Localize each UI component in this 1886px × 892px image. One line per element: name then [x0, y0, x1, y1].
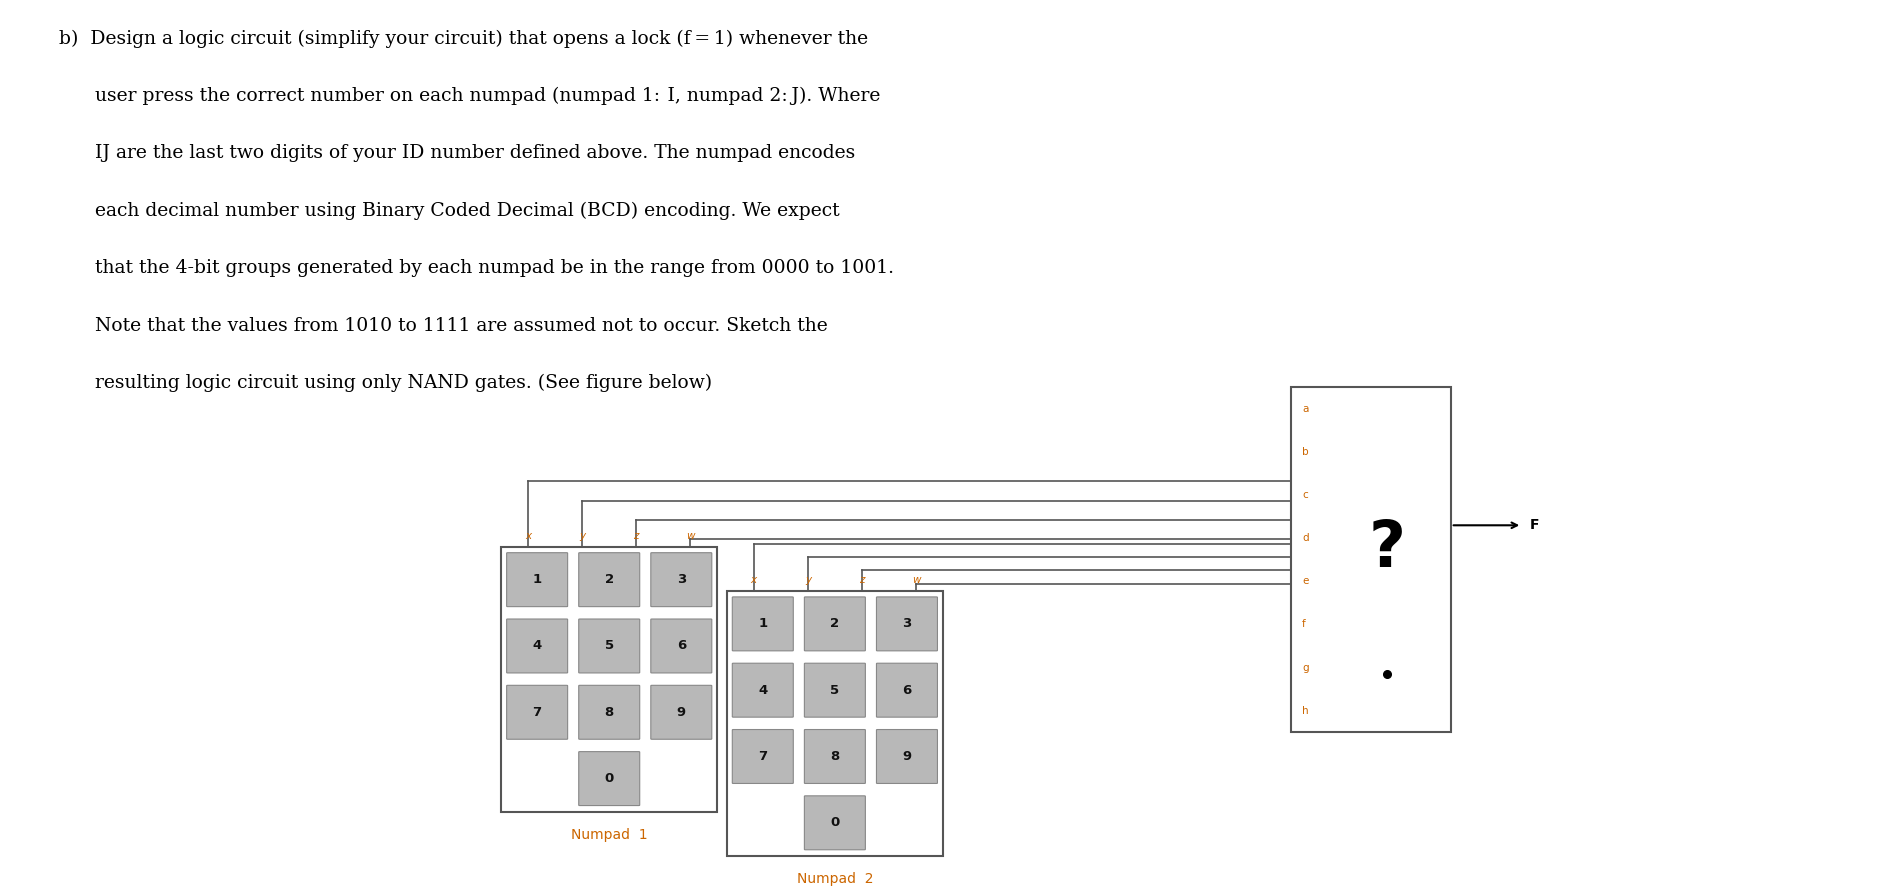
Text: 4: 4 — [532, 640, 541, 652]
Text: F: F — [1530, 518, 1539, 533]
FancyBboxPatch shape — [805, 664, 866, 717]
Text: g: g — [1301, 663, 1309, 673]
Text: each decimal number using Binary Coded Decimal (BCD) encoding. We expect: each decimal number using Binary Coded D… — [58, 202, 839, 220]
Text: 6: 6 — [677, 640, 687, 652]
Text: b: b — [1301, 447, 1309, 457]
FancyBboxPatch shape — [651, 685, 711, 739]
Text: IJ are the last two digits of your ID number defined above. The numpad encodes: IJ are the last two digits of your ID nu… — [58, 145, 856, 162]
FancyBboxPatch shape — [732, 664, 794, 717]
Text: d: d — [1301, 533, 1309, 543]
Text: 8: 8 — [830, 750, 839, 763]
Text: 3: 3 — [902, 617, 911, 631]
Text: that the 4-bit groups generated by each numpad be in the range from 0000 to 1001: that the 4-bit groups generated by each … — [58, 260, 894, 277]
Text: x: x — [751, 575, 756, 585]
Text: a: a — [1301, 404, 1309, 414]
Text: 0: 0 — [605, 772, 613, 785]
FancyBboxPatch shape — [877, 597, 937, 651]
Text: 3: 3 — [677, 574, 687, 586]
FancyBboxPatch shape — [579, 685, 639, 739]
Text: 7: 7 — [532, 706, 541, 719]
Text: z: z — [634, 532, 639, 541]
Text: 9: 9 — [677, 706, 687, 719]
FancyBboxPatch shape — [507, 553, 568, 607]
Text: 5: 5 — [605, 640, 613, 652]
Text: e: e — [1301, 576, 1309, 586]
Text: Note that the values from 1010 to 1111 are assumed not to occur. Sketch the: Note that the values from 1010 to 1111 a… — [58, 317, 828, 334]
FancyBboxPatch shape — [651, 553, 711, 607]
Text: y: y — [805, 575, 811, 585]
Text: 4: 4 — [758, 683, 768, 697]
Bar — [726, 591, 943, 856]
FancyBboxPatch shape — [732, 597, 794, 651]
Bar — [1290, 387, 1450, 732]
Text: 9: 9 — [902, 750, 911, 763]
FancyBboxPatch shape — [579, 752, 639, 805]
Text: resulting logic circuit using only NAND gates. (See figure below): resulting logic circuit using only NAND … — [58, 374, 713, 392]
FancyBboxPatch shape — [805, 597, 866, 651]
Text: 2: 2 — [605, 574, 613, 586]
Text: user press the correct number on each numpad (numpad 1:  I, numpad 2: J). Where: user press the correct number on each nu… — [58, 87, 881, 105]
Text: 5: 5 — [830, 683, 839, 697]
Text: 1: 1 — [532, 574, 541, 586]
Text: 0: 0 — [830, 816, 839, 830]
Text: w: w — [687, 532, 694, 541]
FancyBboxPatch shape — [877, 664, 937, 717]
Bar — [502, 547, 717, 812]
Text: f: f — [1301, 619, 1305, 630]
Text: w: w — [911, 575, 920, 585]
Text: y: y — [579, 532, 585, 541]
Text: c: c — [1301, 490, 1307, 500]
Text: x: x — [524, 532, 532, 541]
Text: 6: 6 — [902, 683, 911, 697]
Text: 1: 1 — [758, 617, 768, 631]
FancyBboxPatch shape — [507, 685, 568, 739]
FancyBboxPatch shape — [732, 730, 794, 783]
Text: z: z — [860, 575, 864, 585]
FancyBboxPatch shape — [651, 619, 711, 673]
FancyBboxPatch shape — [805, 730, 866, 783]
FancyBboxPatch shape — [805, 796, 866, 850]
Text: b)  Design a logic circuit (simplify your circuit) that opens a lock (f = 1) whe: b) Design a logic circuit (simplify your… — [58, 29, 868, 47]
Text: 7: 7 — [758, 750, 768, 763]
Text: Numpad  2: Numpad 2 — [796, 871, 873, 886]
Text: ?: ? — [1367, 518, 1405, 581]
Text: Numpad  1: Numpad 1 — [571, 828, 647, 842]
Text: h: h — [1301, 706, 1309, 715]
FancyBboxPatch shape — [877, 730, 937, 783]
Text: 8: 8 — [605, 706, 613, 719]
Text: 2: 2 — [830, 617, 839, 631]
FancyBboxPatch shape — [507, 619, 568, 673]
FancyBboxPatch shape — [579, 619, 639, 673]
FancyBboxPatch shape — [579, 553, 639, 607]
